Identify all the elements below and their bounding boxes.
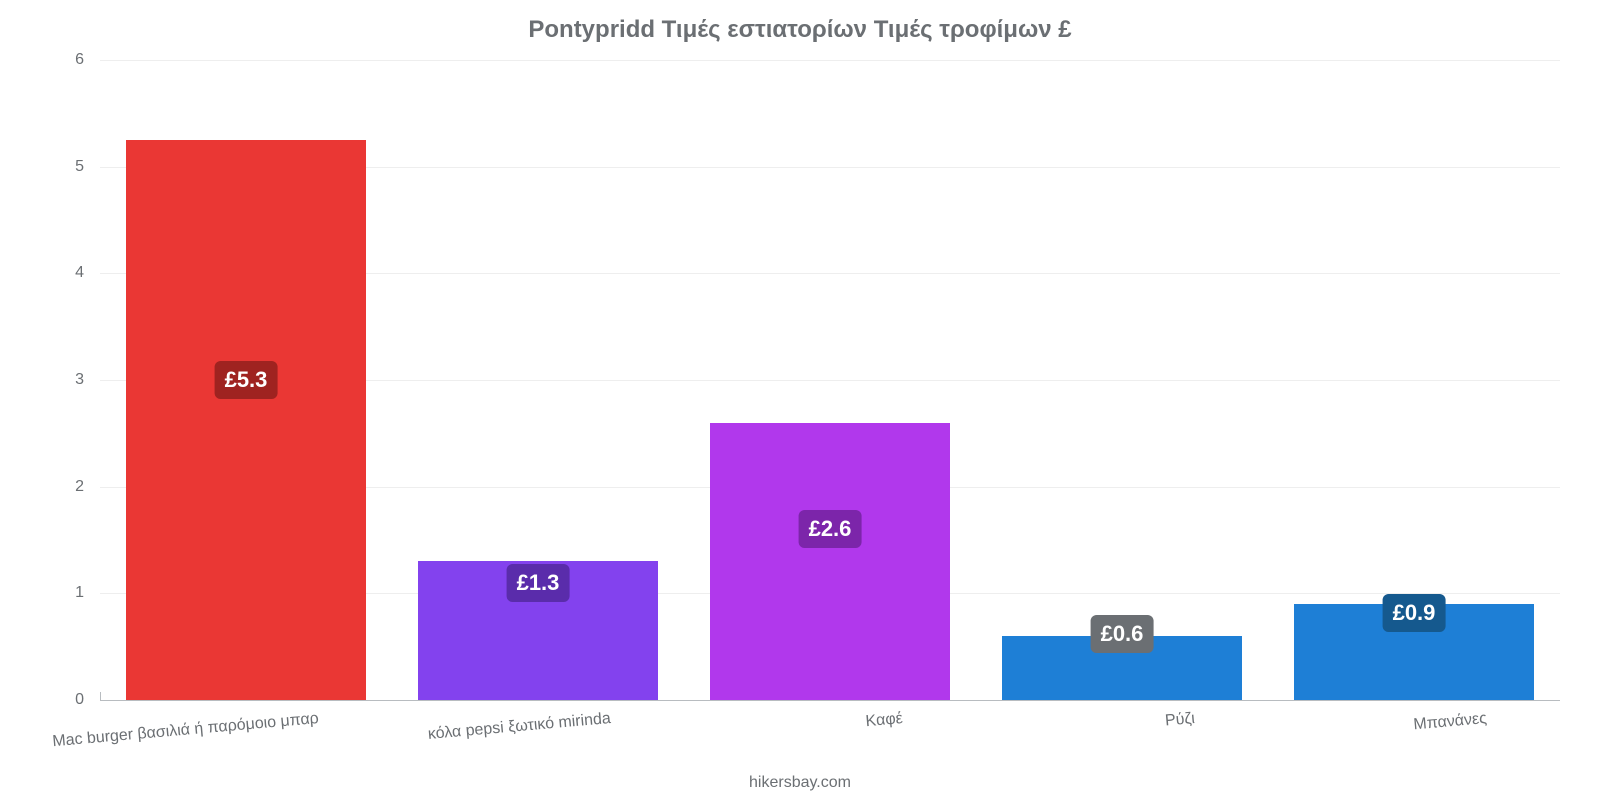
bar — [126, 140, 365, 700]
chart-title: Pontypridd Τιμές εστιατορίων Τιμές τροφί… — [0, 0, 1600, 44]
value-badge: £0.9 — [1383, 594, 1446, 632]
value-badge: £2.6 — [799, 510, 862, 548]
x-tick-label: Mac burger βασιλιά ή παρόμοιο μπαρ — [0, 710, 319, 756]
y-tick-label: 5 — [75, 158, 84, 176]
value-badge: £1.3 — [507, 564, 570, 602]
y-tick-label: 4 — [75, 264, 84, 282]
gridline — [100, 60, 1560, 61]
y-tick-label: 0 — [75, 691, 84, 709]
value-badge: £5.3 — [215, 361, 278, 399]
attribution-text: hikersbay.com — [0, 774, 1600, 792]
y-tick-label: 2 — [75, 478, 84, 496]
y-tick-label: 3 — [75, 371, 84, 389]
y-tick-label: 1 — [75, 584, 84, 602]
x-tick-label: Ρύζι — [875, 710, 1195, 756]
x-tick-label: Μπανάνες — [1167, 710, 1487, 756]
gridline — [100, 700, 1560, 701]
bar-chart: Pontypridd Τιμές εστιατορίων Τιμές τροφί… — [0, 0, 1600, 800]
x-tick-label: Καφέ — [583, 710, 903, 756]
value-badge: £0.6 — [1091, 615, 1154, 653]
y-tick-label: 6 — [75, 51, 84, 69]
bar — [710, 423, 949, 700]
y-axis-line — [100, 692, 101, 700]
x-tick-label: κόλα pepsi ξωτικό mirinda — [291, 710, 611, 756]
plot-area: 0123456£5.3Mac burger βασιλιά ή παρόμοιο… — [100, 60, 1560, 700]
